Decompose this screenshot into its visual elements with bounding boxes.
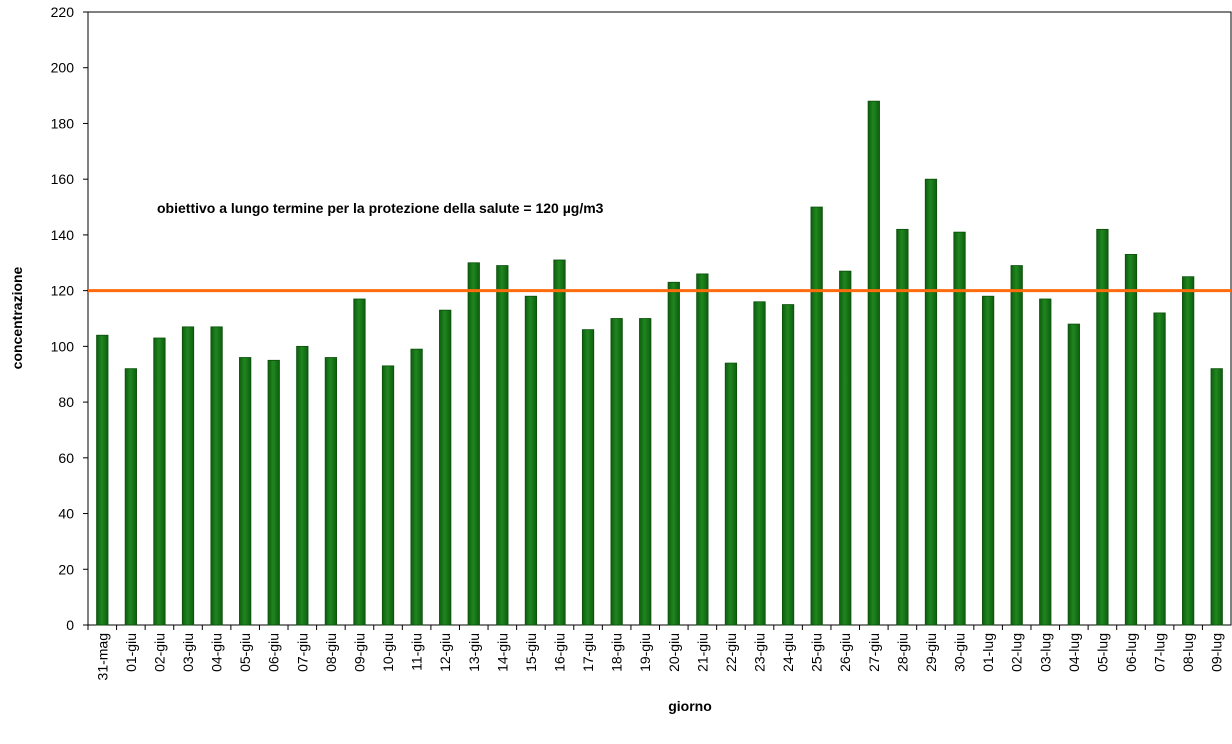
y-tick-label: 200 — [51, 60, 75, 76]
x-tick-label: 07-giu — [294, 633, 310, 672]
x-tick-label: 12-giu — [437, 633, 453, 672]
bar — [1210, 368, 1223, 626]
bar — [896, 228, 909, 626]
x-tick-label: 01-lug — [980, 633, 996, 672]
bar — [839, 270, 852, 626]
y-axis-title: concentrazione — [9, 266, 25, 369]
x-tick-label: 27-giu — [866, 633, 882, 672]
y-tick-label: 100 — [51, 338, 75, 354]
x-tick-label: 11-giu — [409, 633, 425, 671]
bar — [496, 265, 509, 626]
x-tick-label: 28-giu — [894, 633, 910, 672]
plot-frame — [87, 11, 1232, 626]
bar — [581, 329, 595, 626]
x-tick-label: 16-giu — [551, 633, 567, 672]
x-tick-label: 05-giu — [237, 633, 253, 672]
x-tick-label: 08-lug — [1180, 633, 1196, 672]
y-tick-label: 140 — [51, 227, 75, 243]
x-tick-label: 06-lug — [1123, 633, 1139, 672]
x-tick-label: 15-giu — [523, 633, 539, 672]
x-tick-label: 13-giu — [466, 633, 482, 672]
bar — [124, 368, 137, 626]
x-tick-label: 25-giu — [809, 633, 825, 672]
x-tick-label: 02-giu — [151, 633, 167, 672]
bar — [667, 281, 680, 626]
x-tick-label: 31-mag — [94, 633, 110, 680]
x-tick-label: 19-giu — [637, 633, 653, 672]
x-tick-label: 07-lug — [1152, 633, 1168, 672]
y-tick-label: 220 — [51, 4, 75, 20]
x-axis-title: giorno — [668, 698, 712, 714]
bar — [1182, 276, 1195, 626]
bar — [781, 304, 795, 626]
x-tick-label: 17-giu — [580, 633, 596, 672]
bar — [181, 326, 195, 626]
x-tick-label: 26-giu — [837, 633, 853, 672]
y-tick-label: 60 — [58, 450, 74, 466]
bar — [867, 100, 880, 626]
x-tick-label: 03-lug — [1037, 633, 1053, 672]
bar — [924, 178, 938, 626]
x-tick-label: 03-giu — [180, 633, 196, 672]
x-tick-label: 30-giu — [952, 633, 968, 672]
x-tick-label: 29-giu — [923, 633, 939, 672]
y-tick-label: 180 — [51, 115, 75, 131]
x-tick-label: 21-giu — [694, 633, 710, 672]
x-tick-label: 18-giu — [609, 633, 625, 672]
bar — [981, 295, 995, 626]
bar — [696, 273, 709, 626]
y-tick-label: 120 — [51, 283, 75, 299]
bar — [524, 295, 538, 626]
bar — [439, 309, 452, 626]
bar — [1124, 254, 1138, 626]
bar — [267, 359, 280, 626]
y-tick-label: 80 — [58, 394, 74, 410]
bar — [639, 318, 652, 626]
x-tick-label: 24-giu — [780, 633, 796, 672]
x-tick-label: 09-lug — [1209, 633, 1225, 672]
bar — [210, 326, 223, 626]
bar — [810, 206, 823, 626]
x-tick-label: 09-giu — [351, 633, 367, 672]
x-tick-label: 23-giu — [752, 633, 768, 672]
bar — [753, 301, 766, 626]
y-tick-label: 40 — [58, 506, 74, 522]
annotation: obiettivo a lungo termine per la protezi… — [157, 200, 604, 216]
bar — [381, 365, 395, 626]
bar — [953, 231, 966, 626]
bar — [1039, 298, 1052, 626]
bar — [1067, 323, 1080, 626]
x-tick-label: 02-lug — [1009, 633, 1025, 672]
x-tick-label: 01-giu — [123, 633, 139, 672]
bar — [324, 357, 338, 626]
x-tick-label: 04-giu — [209, 633, 225, 672]
bar — [239, 357, 252, 626]
bar — [153, 337, 166, 626]
y-tick-label: 0 — [66, 617, 74, 633]
x-tick-label: 10-giu — [380, 633, 396, 672]
bar — [296, 345, 309, 626]
x-tick-label: 14-giu — [494, 633, 510, 672]
x-tick-label: 08-giu — [323, 633, 339, 672]
bar — [410, 348, 423, 626]
bar — [1153, 312, 1166, 626]
bar — [96, 334, 109, 626]
x-tick-label: 22-giu — [723, 633, 739, 672]
x-tick-label: 05-lug — [1094, 633, 1110, 672]
bar — [353, 298, 366, 626]
bar — [1010, 265, 1023, 626]
bar — [1096, 228, 1109, 626]
bar — [610, 318, 623, 626]
bar — [553, 259, 566, 626]
x-tick-label: 06-giu — [266, 633, 282, 672]
y-tick-label: 160 — [51, 171, 75, 187]
x-tick-label: 04-lug — [1066, 633, 1082, 672]
bar — [467, 262, 480, 626]
y-tick-label: 20 — [58, 561, 74, 577]
bar — [724, 362, 738, 626]
x-tick-label: 20-giu — [666, 633, 682, 672]
